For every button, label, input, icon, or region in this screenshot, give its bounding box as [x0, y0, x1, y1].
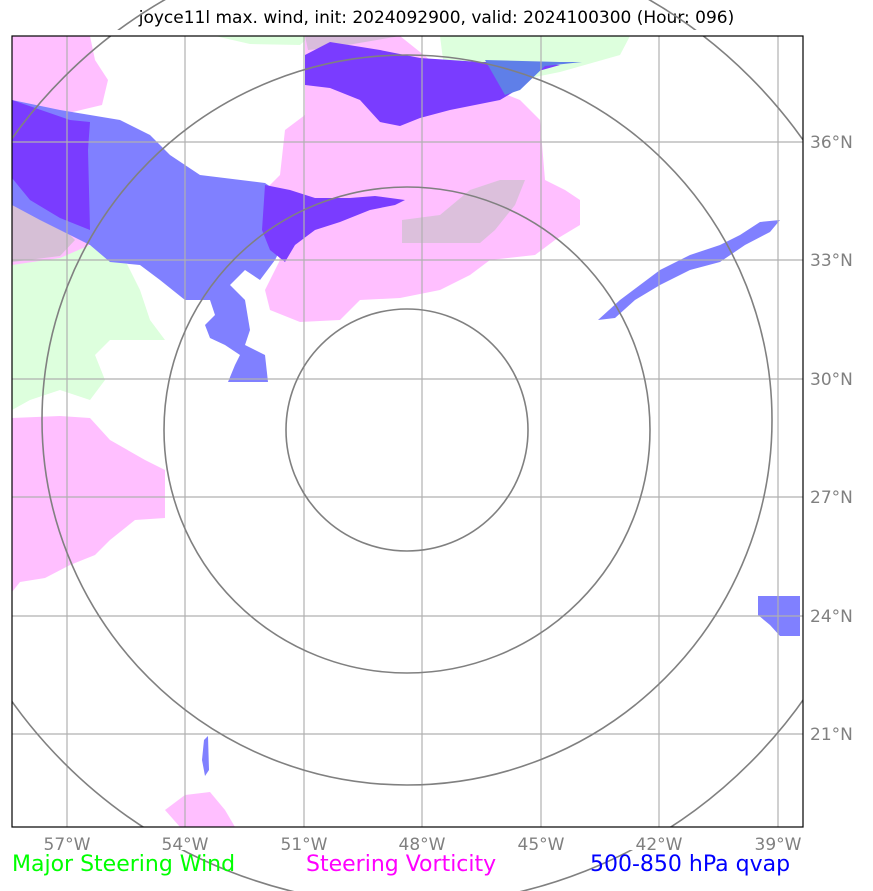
map-frame-border — [11, 35, 804, 828]
range-ring-1 — [285, 308, 529, 552]
latitude-tick-label: 30°N — [810, 370, 853, 390]
longitude-tick-label: 51°W — [281, 835, 328, 855]
vorticity-area-southwest — [12, 416, 165, 592]
latitude-tick-label: 27°N — [810, 488, 853, 508]
longitude-tick-label: 42°W — [636, 835, 683, 855]
steering-wind-area-northwest — [215, 36, 310, 45]
qvap-area-north-streak — [485, 60, 582, 95]
lat-lon-grid — [12, 36, 803, 827]
legend-steering-vorticity: Steering Vorticity — [306, 852, 497, 877]
weather-fields — [12, 36, 800, 827]
legend-steering-wind: Major Steering Wind — [12, 852, 236, 877]
longitude-tick-labels: 57°W 54°W 51°W 48°W 45°W 42°W 39°W — [44, 835, 802, 855]
longitude-tick-label: 48°W — [399, 835, 446, 855]
legend-qvap: 500-850 hPa qvap — [590, 852, 791, 877]
latitude-tick-label: 24°N — [810, 607, 853, 627]
latitude-tick-label: 33°N — [810, 251, 853, 271]
latitude-tick-labels: 36°N 33°N 30°N 27°N 24°N 21°N — [810, 133, 853, 745]
map-title: joyce11l max. wind, init: 2024092900, va… — [138, 8, 735, 28]
longitude-tick-label: 39°W — [755, 835, 802, 855]
qvap-area-core-central — [262, 185, 405, 262]
qvap-area-east-band — [598, 220, 780, 320]
range-ring-2 — [163, 186, 651, 674]
longitude-tick-label: 54°W — [162, 835, 209, 855]
overlap-area-central — [402, 180, 525, 243]
qvap-area-core-west — [12, 100, 90, 230]
longitude-tick-label: 57°W — [44, 835, 91, 855]
longitude-tick-label: 45°W — [518, 835, 565, 855]
latitude-tick-label: 36°N — [810, 133, 853, 153]
overlap-area-west — [12, 205, 75, 262]
latitude-tick-label: 21°N — [810, 725, 853, 745]
vorticity-area-south — [165, 792, 235, 827]
range-ring-3 — [41, 54, 773, 786]
vorticity-area-central — [260, 36, 580, 322]
steering-wind-area-west — [12, 245, 165, 410]
vorticity-area-northwest — [12, 36, 108, 155]
qvap-area-south-sliver — [202, 736, 209, 776]
